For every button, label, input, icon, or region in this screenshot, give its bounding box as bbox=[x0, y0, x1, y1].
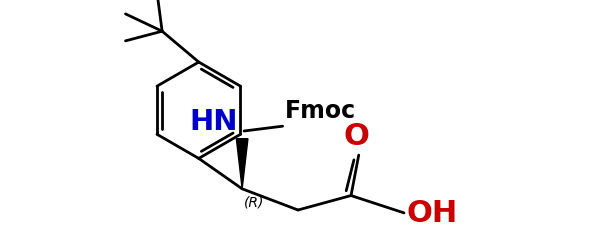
Polygon shape bbox=[236, 139, 248, 189]
Text: HN: HN bbox=[190, 107, 238, 135]
Text: Fmoc: Fmoc bbox=[284, 99, 356, 123]
Text: O: O bbox=[344, 122, 369, 151]
Text: OH: OH bbox=[407, 198, 458, 227]
Text: (R): (R) bbox=[244, 195, 264, 209]
